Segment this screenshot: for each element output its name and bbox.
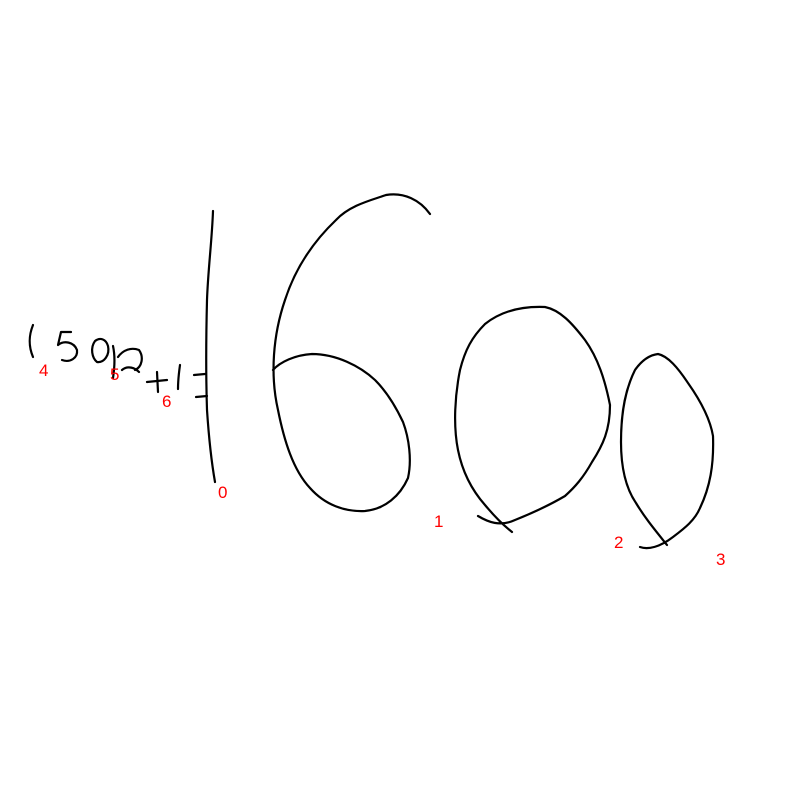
stroke-4-paren-five-zero [28, 323, 110, 364]
stroke-index-label-4: 4 [39, 361, 48, 380]
stroke-index-label-0: 0 [218, 483, 227, 502]
stroke-2-first-zero [454, 305, 612, 534]
stroke-index-label-3: 3 [716, 550, 725, 569]
stroke-3-second-zero [619, 352, 715, 550]
stroke-index-label-1: 1 [434, 512, 443, 531]
stroke-index-label-5: 5 [110, 365, 119, 384]
stroke-0-vertical-bar [205, 209, 217, 484]
stroke-index-label-2: 2 [614, 533, 623, 552]
stroke-index-label-6: 6 [162, 392, 171, 411]
stroke-1-digit-six [271, 193, 432, 513]
stroke-5-handwritten-digits [111, 344, 143, 380]
stroke-6-plus-one-dash [145, 363, 209, 399]
